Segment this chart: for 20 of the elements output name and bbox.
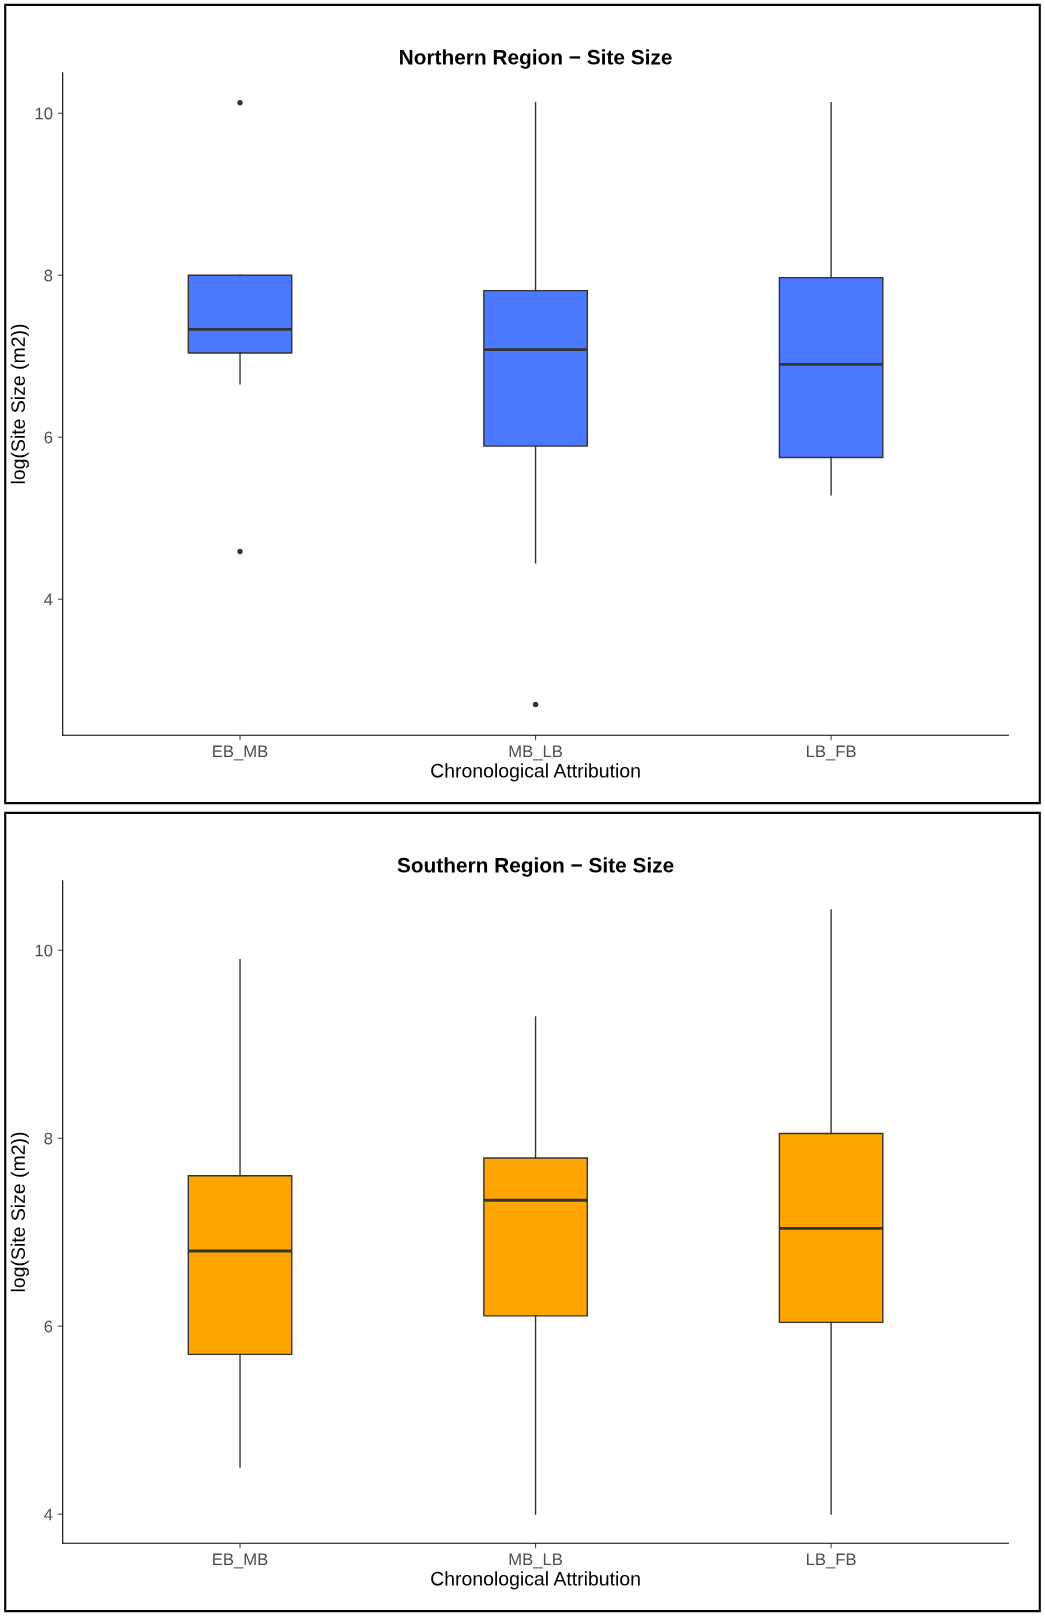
x-tick-label: LB_FB (806, 1553, 856, 1569)
y-tick-label: 10 (35, 944, 53, 957)
y-axis-title: log(Site Size (m2)) (10, 324, 29, 484)
y-tick-label: 6 (44, 431, 53, 444)
x-axis-title: Chronological Attribution (431, 1571, 640, 1590)
chart-title: Southern Region − Site Size (397, 857, 674, 877)
chart-title: Northern Region − Site Size (400, 49, 672, 69)
y-tick-label: 10 (35, 107, 53, 120)
x-tick-label: MB_LB (509, 745, 563, 761)
y-axis-title: log(Site Size (m2)) (10, 1132, 29, 1292)
x-tick-label: EB_MB (213, 1553, 268, 1569)
x-tick-label: MB_LB (509, 1553, 563, 1569)
y-tick-label: 4 (44, 593, 53, 606)
x-axis-title: Chronological Attribution (431, 763, 640, 782)
y-tick-label: 4 (44, 1508, 53, 1521)
x-tick-label: EB_MB (213, 745, 268, 761)
y-tick-label: 8 (44, 1132, 53, 1145)
y-tick-label: 8 (44, 269, 53, 282)
x-tick-label: LB_FB (806, 745, 856, 761)
y-tick-label: 6 (44, 1320, 53, 1333)
